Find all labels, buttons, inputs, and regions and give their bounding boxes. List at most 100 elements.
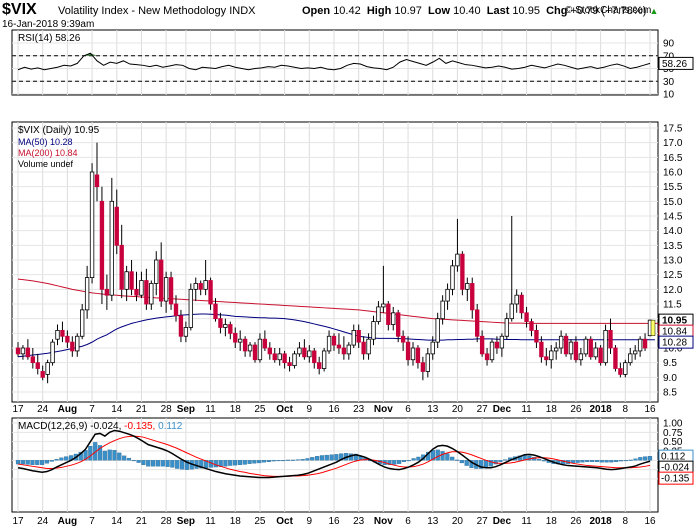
candle xyxy=(198,280,203,296)
price-tick-label: 14.5 xyxy=(663,212,683,223)
macd-histogram-bar xyxy=(237,460,243,465)
candle xyxy=(499,333,505,357)
candle xyxy=(84,265,90,319)
candle xyxy=(183,321,189,343)
macd-x-tick-label: 14 xyxy=(111,516,123,527)
candle-body xyxy=(371,321,376,340)
candle xyxy=(509,216,514,322)
candle xyxy=(465,277,470,302)
price-x-tick-label: 23 xyxy=(353,404,365,415)
open-value: 10.42 xyxy=(333,5,361,17)
candle-body xyxy=(440,300,445,320)
macd-x-tick-label: 2018 xyxy=(590,516,613,527)
rsi-last-value-box xyxy=(658,56,694,70)
macd-histogram-bar xyxy=(290,459,296,461)
candle xyxy=(450,260,455,296)
candle-body xyxy=(15,347,21,355)
candle xyxy=(109,177,114,302)
macd-histogram-bar xyxy=(411,458,416,461)
candle-body xyxy=(618,368,623,375)
candle-body xyxy=(40,371,45,378)
open-label: Open xyxy=(302,5,331,17)
macd-tick-label: 0.50 xyxy=(663,437,683,448)
candle xyxy=(336,333,342,354)
up-arrow-icon: ▲ xyxy=(649,6,659,16)
candle-body xyxy=(119,244,124,290)
candle xyxy=(247,342,253,357)
candle-body xyxy=(139,280,144,296)
candle xyxy=(233,327,238,348)
candle-body xyxy=(144,280,149,305)
macd-legend-part: -0.024, xyxy=(87,421,121,432)
macd-tick-label: 0.00 xyxy=(663,456,683,467)
macd-histogram-bar xyxy=(551,460,556,464)
macd-histogram-bar xyxy=(508,457,513,461)
candle xyxy=(114,189,119,255)
candle xyxy=(623,359,628,378)
macd-histogram-bar xyxy=(479,460,484,469)
candle xyxy=(287,356,292,372)
candle-body xyxy=(391,312,396,325)
candle-body xyxy=(613,347,618,369)
ma50-legend-label: MA(50) 10.28 xyxy=(18,137,73,147)
candle xyxy=(633,345,638,360)
index-name: Volatility Index - New Methodology INDX xyxy=(58,5,256,17)
price-tick-label: 17.0 xyxy=(663,138,683,149)
price-tick-label: 16.0 xyxy=(663,168,683,179)
candle xyxy=(366,333,371,360)
candle xyxy=(415,345,421,369)
low-value: 10.40 xyxy=(453,5,481,17)
candle-body xyxy=(489,341,495,361)
macd-histogram-bar xyxy=(493,460,498,465)
macd-histogram-bar xyxy=(281,460,286,462)
macd-histogram-bar xyxy=(141,460,146,465)
macd-x-tick-label: 6 xyxy=(405,516,411,527)
macd-x-tick-label: 25 xyxy=(254,516,266,527)
price-x-tick-label: 6 xyxy=(405,404,411,415)
low-label: Low xyxy=(428,5,451,17)
candle-body xyxy=(173,303,179,317)
macd-histogram-bar xyxy=(54,459,59,461)
candle-body xyxy=(168,277,174,305)
macd-histogram-bar xyxy=(93,442,98,461)
candle xyxy=(410,342,416,366)
candle xyxy=(593,342,598,360)
candle-body xyxy=(159,259,164,302)
price-x-tick-label: 9 xyxy=(307,404,313,415)
candle-body xyxy=(504,318,509,337)
candle-body xyxy=(134,288,139,296)
macd-x-tick-label: 16 xyxy=(328,516,340,527)
candle-body xyxy=(420,362,426,372)
macd-histogram-bar xyxy=(242,460,247,465)
candle xyxy=(163,271,169,313)
candle xyxy=(134,271,139,302)
macd-histogram-bar xyxy=(435,449,440,461)
macd-histogram-bar xyxy=(368,460,373,462)
macd-histogram-bar xyxy=(421,454,426,461)
macd-histogram-bar xyxy=(131,460,136,462)
macd-panel-frame xyxy=(11,417,659,513)
price-tick-label: 8.5 xyxy=(663,388,677,399)
macd-histogram-bar xyxy=(276,460,281,462)
macd-histogram-bar xyxy=(503,459,508,461)
candle xyxy=(539,336,544,363)
candle xyxy=(178,309,184,343)
candle xyxy=(104,274,110,310)
candle-body xyxy=(70,341,75,352)
candle xyxy=(549,345,554,369)
price-tick-label: 13.0 xyxy=(663,256,683,267)
macd-histogram-bar xyxy=(628,459,633,461)
chg-label: Chg xyxy=(546,5,568,17)
macd-histogram-bar xyxy=(170,460,175,468)
macd-histogram-bar xyxy=(59,457,64,461)
macd-histogram-bar xyxy=(266,460,271,462)
candle-body xyxy=(242,338,248,352)
candle xyxy=(529,318,534,337)
macd-histogram-bar xyxy=(556,460,561,465)
candle-body xyxy=(529,321,534,331)
price-tick-label: 11.5 xyxy=(663,300,682,311)
candle xyxy=(445,283,450,310)
price-x-tick-label: 18 xyxy=(546,404,558,415)
price-x-tick-label: 18 xyxy=(230,404,242,415)
